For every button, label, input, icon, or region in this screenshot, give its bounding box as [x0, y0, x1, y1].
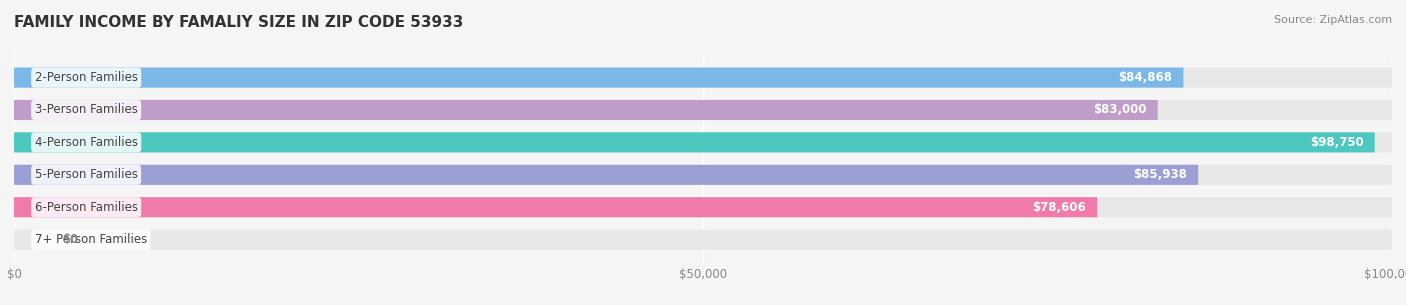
Text: FAMILY INCOME BY FAMALIY SIZE IN ZIP CODE 53933: FAMILY INCOME BY FAMALIY SIZE IN ZIP COD…: [14, 15, 464, 30]
FancyBboxPatch shape: [14, 230, 1392, 250]
FancyBboxPatch shape: [14, 67, 1184, 88]
Text: Source: ZipAtlas.com: Source: ZipAtlas.com: [1274, 15, 1392, 25]
Text: $84,868: $84,868: [1118, 71, 1173, 84]
FancyBboxPatch shape: [14, 165, 1198, 185]
Text: $0: $0: [62, 233, 79, 246]
Text: $98,750: $98,750: [1310, 136, 1364, 149]
Text: 6-Person Families: 6-Person Families: [35, 201, 138, 214]
Text: $78,606: $78,606: [1032, 201, 1085, 214]
FancyBboxPatch shape: [14, 165, 1392, 185]
Text: $83,000: $83,000: [1094, 103, 1147, 117]
FancyBboxPatch shape: [14, 132, 1375, 152]
Text: 2-Person Families: 2-Person Families: [35, 71, 138, 84]
FancyBboxPatch shape: [14, 197, 1392, 217]
Text: $85,938: $85,938: [1133, 168, 1187, 181]
Text: 5-Person Families: 5-Person Families: [35, 168, 138, 181]
FancyBboxPatch shape: [14, 67, 1392, 88]
FancyBboxPatch shape: [14, 132, 1392, 152]
Text: 4-Person Families: 4-Person Families: [35, 136, 138, 149]
Text: 7+ Person Families: 7+ Person Families: [35, 233, 148, 246]
FancyBboxPatch shape: [14, 100, 1157, 120]
FancyBboxPatch shape: [14, 100, 1392, 120]
FancyBboxPatch shape: [14, 197, 1097, 217]
Text: 3-Person Families: 3-Person Families: [35, 103, 138, 117]
